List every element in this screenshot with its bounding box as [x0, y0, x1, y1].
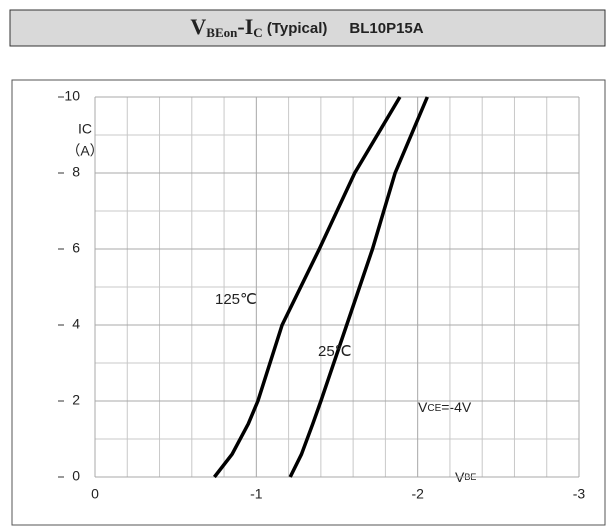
- x-tick-label: -1: [250, 486, 263, 502]
- x-tick-label: -3: [573, 486, 586, 502]
- title-part: -I: [237, 14, 253, 39]
- header-title: VBEon-IC (Typical) BL10P15A: [190, 14, 423, 40]
- curve: [288, 96, 429, 478]
- chart-frame: [11, 79, 606, 526]
- y-axis-label: IC: [78, 121, 92, 137]
- title-part: (Typical): [263, 20, 328, 37]
- title-part: V: [190, 14, 206, 39]
- annotation-sub: CE: [427, 403, 441, 414]
- annotation-main: V: [418, 399, 428, 415]
- y-tick-label: 10: [64, 88, 80, 104]
- y-axis-unit: （A）: [66, 143, 103, 159]
- curve-label: 125℃: [215, 291, 257, 308]
- title-part: C: [253, 25, 262, 40]
- y-tick-label: 8: [72, 164, 80, 180]
- curve: [213, 96, 402, 479]
- annotation: VCE=-4V: [418, 399, 472, 415]
- x-tick-label: 0: [91, 486, 99, 502]
- title-part: BEon: [206, 25, 238, 40]
- y-tick-label: 4: [72, 316, 80, 332]
- annotation-rest: =-4V: [441, 399, 472, 415]
- x-tick-label: -2: [411, 486, 424, 502]
- y-tick-label: 6: [72, 240, 80, 256]
- header-box: [9, 9, 606, 47]
- curve-label: 25℃: [318, 343, 352, 360]
- y-tick-label: 2: [72, 392, 80, 408]
- y-tick-label: 0: [72, 468, 80, 484]
- title-part: BL10P15A: [349, 20, 423, 37]
